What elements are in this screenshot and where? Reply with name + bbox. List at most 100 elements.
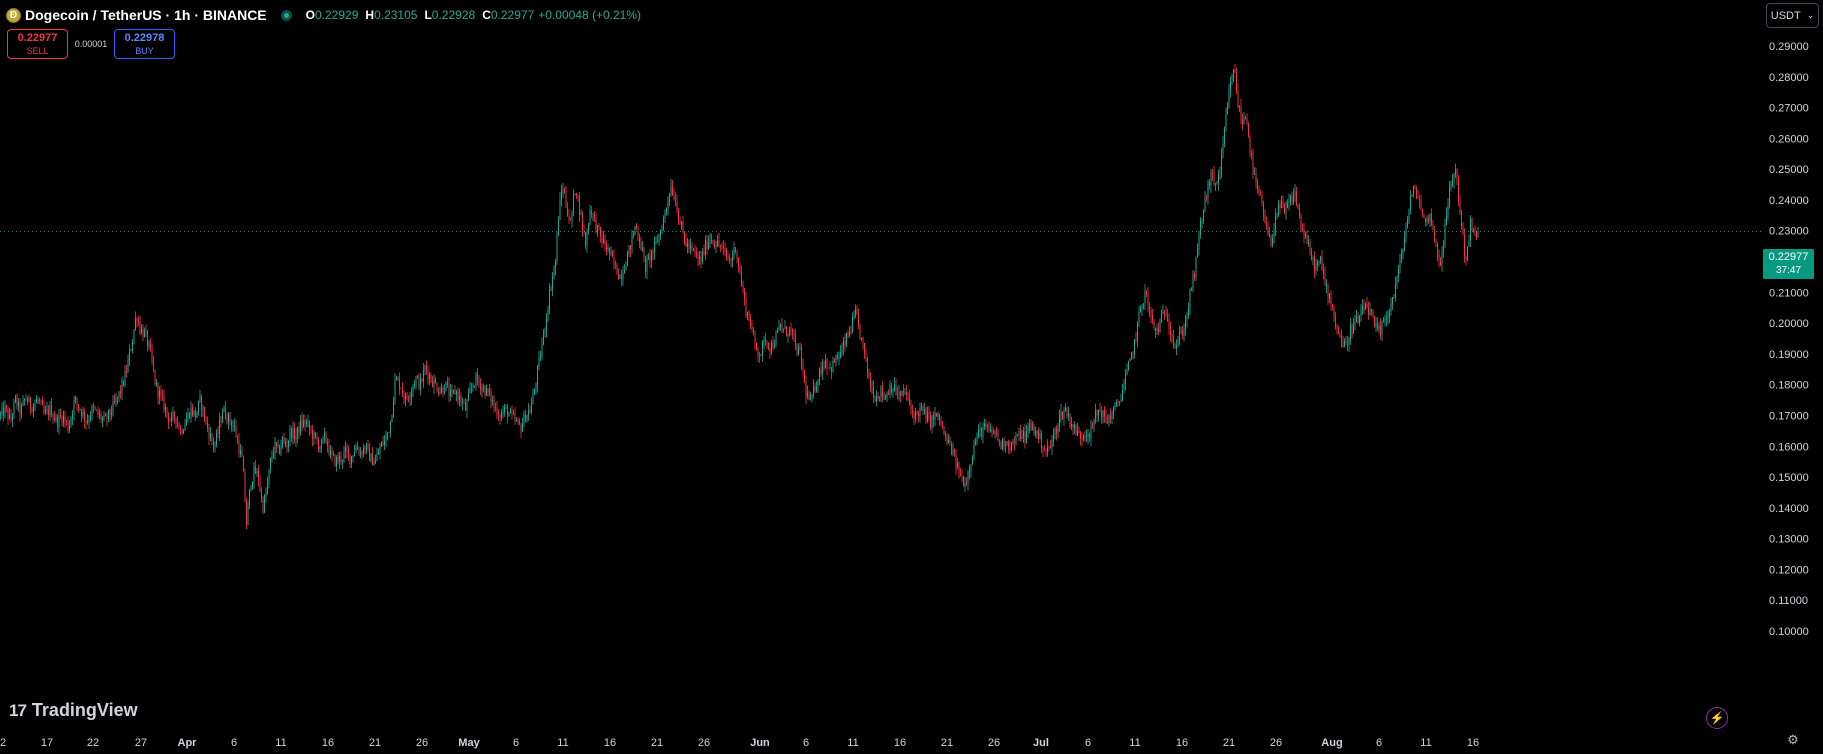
candle-body xyxy=(604,238,606,247)
candle-body xyxy=(1204,198,1206,211)
trade-buttons: 0.22977 SELL 0.00001 0.22978 BUY xyxy=(7,29,175,59)
candle-body xyxy=(1459,200,1461,211)
candle-body xyxy=(579,196,580,216)
candle-body xyxy=(402,389,403,394)
currency-selector[interactable]: USDT ⌄ xyxy=(1766,3,1819,28)
candle-body xyxy=(993,432,994,434)
candle-body xyxy=(199,396,201,402)
candle-body xyxy=(189,412,190,418)
candle-body xyxy=(1419,198,1420,202)
candle-body xyxy=(1305,234,1306,236)
candle-body xyxy=(1399,258,1401,270)
candle-body xyxy=(67,421,69,431)
candle-body xyxy=(1092,426,1093,428)
candle-body xyxy=(409,397,411,399)
candle-body xyxy=(1330,293,1332,306)
symbol-title[interactable]: Dogecoin / TetherUS · 1h · BINANCE xyxy=(25,7,267,23)
candle-body xyxy=(1420,201,1422,211)
candle-body xyxy=(1248,123,1249,136)
candle-body xyxy=(510,410,511,414)
candle-body xyxy=(1282,201,1284,205)
candle-body xyxy=(493,399,495,407)
candle-body xyxy=(1018,431,1020,435)
candle-body xyxy=(82,411,84,417)
candle-body xyxy=(76,397,78,405)
candle-body xyxy=(54,417,55,420)
candle-body xyxy=(864,342,865,354)
candle-body xyxy=(966,483,967,484)
candle-body xyxy=(88,419,90,422)
lightning-bolt-icon[interactable]: ⚡ xyxy=(1706,707,1728,729)
candle-body xyxy=(1111,414,1113,420)
candle-body xyxy=(0,413,1,416)
tradingview-logo[interactable]: 17 TradingView xyxy=(9,700,138,721)
candle-body xyxy=(1240,106,1242,120)
candle-body xyxy=(703,251,705,255)
candle-body xyxy=(372,453,373,466)
candle-body xyxy=(1347,342,1348,345)
candle-body xyxy=(952,450,954,455)
candle-body xyxy=(262,498,264,512)
candle-body xyxy=(1303,229,1305,236)
candle-body xyxy=(759,355,760,357)
candle-body xyxy=(849,331,850,336)
candle-body xyxy=(450,391,451,397)
candle-body xyxy=(427,369,429,379)
candle-body xyxy=(453,389,454,391)
candle-body xyxy=(349,453,351,464)
candle-body xyxy=(382,442,384,446)
candle-body xyxy=(48,409,49,416)
candle-body xyxy=(783,328,784,330)
gear-icon[interactable]: ⚙ xyxy=(1787,732,1799,747)
candle-body xyxy=(1051,441,1053,448)
candle-body xyxy=(1275,215,1276,230)
candle-body xyxy=(738,258,739,267)
candle-body xyxy=(1345,340,1347,343)
candle-body xyxy=(451,390,453,392)
currency-label: USDT xyxy=(1770,9,1801,22)
candle-body xyxy=(1216,182,1218,184)
candle-body xyxy=(205,419,207,422)
sell-button[interactable]: 0.22977 SELL xyxy=(7,29,68,59)
candle-body xyxy=(1386,318,1387,320)
candle-body xyxy=(130,349,132,351)
candle-body xyxy=(592,213,594,215)
candle-body xyxy=(69,425,70,431)
candle-body xyxy=(517,420,519,422)
candle-body xyxy=(1144,290,1146,304)
candle-body xyxy=(321,439,322,448)
candle-body xyxy=(979,428,981,430)
market-status-icon[interactable] xyxy=(280,9,292,21)
candle-body xyxy=(468,392,469,401)
buy-button[interactable]: 0.22978 BUY xyxy=(114,29,175,59)
candle-body xyxy=(1392,297,1393,304)
candle-body xyxy=(684,231,685,240)
candle-body xyxy=(892,390,894,392)
candle-body xyxy=(1135,339,1137,341)
candle-body xyxy=(1410,196,1411,210)
candle-body xyxy=(715,246,717,248)
candle-body xyxy=(910,403,912,411)
candle-body xyxy=(379,446,381,453)
candle-body xyxy=(1198,234,1200,249)
candle-body xyxy=(385,436,387,441)
candle-body xyxy=(939,413,940,420)
candle-body xyxy=(1338,329,1339,333)
x-tick-label: Jun xyxy=(750,737,770,749)
candle-body xyxy=(12,415,13,420)
dogecoin-coin-icon[interactable]: Ð xyxy=(6,7,21,23)
candle-body xyxy=(1113,408,1114,415)
candle-body xyxy=(288,440,289,448)
candle-body xyxy=(624,270,625,273)
candle-body xyxy=(126,371,127,372)
candle-body xyxy=(258,471,259,480)
candle-body xyxy=(661,230,663,232)
candle-body xyxy=(901,390,903,396)
candle-body xyxy=(1228,90,1230,106)
candle-body xyxy=(375,460,376,463)
candle-body xyxy=(1360,310,1362,317)
candle-body xyxy=(1189,289,1191,309)
candle-body xyxy=(916,411,918,413)
candle-body xyxy=(754,332,756,344)
